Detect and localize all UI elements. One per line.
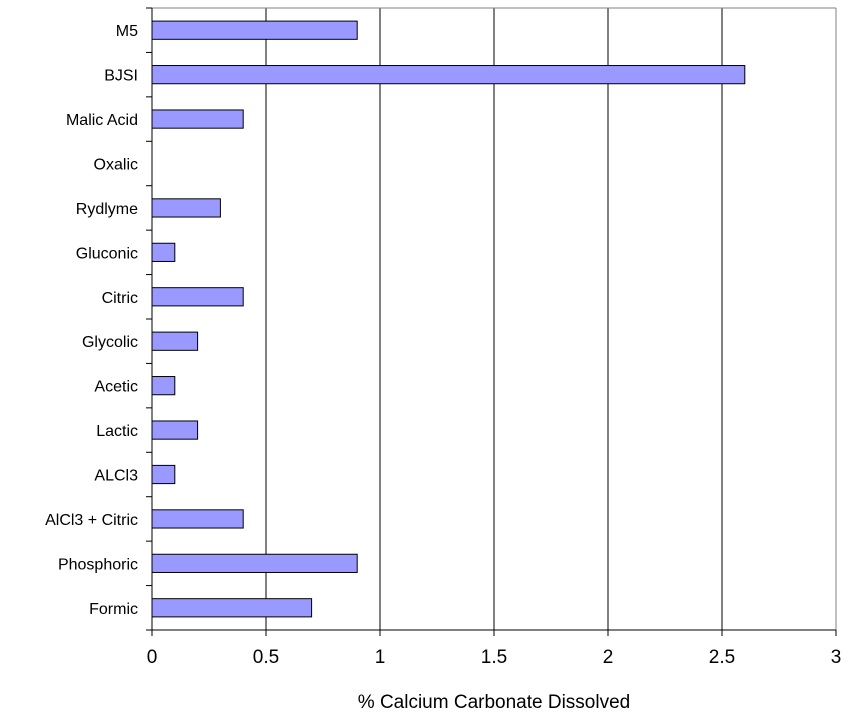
category-label: Gluconic <box>76 245 138 262</box>
category-label: Phosphoric <box>58 556 138 573</box>
x-tick-label: 3 <box>831 647 842 668</box>
x-tick-label: 0 <box>147 647 158 668</box>
y-axis-ticks <box>146 7 152 631</box>
category-label: M5 <box>116 23 138 40</box>
x-tick-label: 2.5 <box>709 647 735 668</box>
category-label: Acetic <box>94 379 138 396</box>
bars <box>151 20 746 618</box>
x-tick-label: 2 <box>603 647 614 668</box>
category-labels: M5 BJSI Malic Acid Oxalic Rydlyme Gluconic Cit… <box>45 23 138 618</box>
gridlines <box>265 8 723 630</box>
bar <box>151 553 358 573</box>
bar <box>151 65 746 85</box>
bar <box>151 20 358 40</box>
bar <box>151 198 221 218</box>
bar <box>151 420 199 440</box>
category-label: Rydlyme <box>76 201 138 218</box>
x-axis-title: % Calcium Carbonate Dissolved <box>358 692 630 713</box>
category-label: BJSI <box>104 68 138 85</box>
category-label: Oxalic <box>94 157 138 174</box>
bar <box>151 509 244 529</box>
category-label: Citric <box>102 290 138 307</box>
bar <box>151 331 199 351</box>
x-tick-label: 1.5 <box>481 647 507 668</box>
bar <box>151 598 313 618</box>
category-label: Glycolic <box>82 334 138 351</box>
category-label: ALCl3 <box>94 468 138 485</box>
category-label: Formic <box>89 601 138 618</box>
bar <box>151 242 176 262</box>
category-label: Lactic <box>96 423 138 440</box>
category-label: Malic Acid <box>66 112 138 129</box>
bar <box>151 376 176 396</box>
bar <box>151 287 244 307</box>
x-tick-labels: 0 0.5 1 1.5 2 2.5 3 <box>147 647 842 668</box>
x-tick-label: 1 <box>375 647 386 668</box>
x-tick-label: 0.5 <box>253 647 279 668</box>
bar <box>151 464 176 485</box>
category-label: AlCl3 + Citric <box>45 512 138 529</box>
bar <box>151 109 244 129</box>
x-axis-ticks <box>151 630 837 636</box>
